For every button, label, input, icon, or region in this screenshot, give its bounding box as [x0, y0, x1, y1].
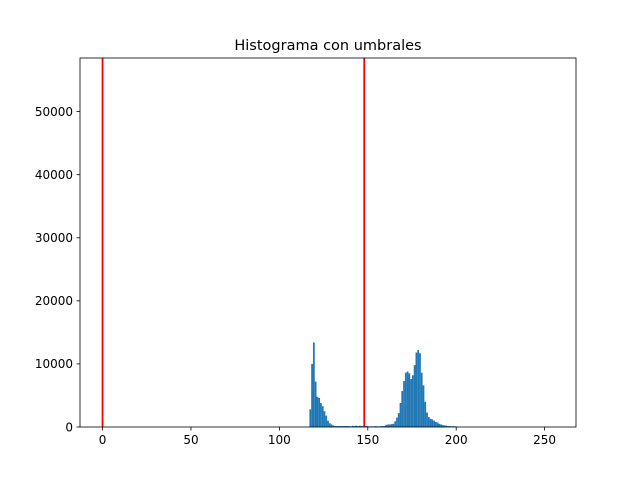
histogram-bar: [443, 425, 446, 427]
histogram-bar: [447, 426, 450, 427]
histogram-bar: [328, 423, 331, 427]
histogram-bar: [452, 426, 455, 427]
chart-title: Histograma con umbrales: [234, 38, 421, 54]
histogram-bar: [348, 426, 351, 427]
x-tick-label: 0: [99, 433, 107, 447]
histogram-bar: [404, 372, 407, 427]
histogram-bar: [417, 350, 420, 427]
histogram-bar: [390, 424, 393, 427]
histogram-bar: [401, 391, 404, 427]
x-tick-label: 50: [183, 433, 198, 447]
x-tick-label: 200: [445, 433, 468, 447]
histogram-bar: [394, 421, 397, 427]
histogram-bar: [314, 381, 317, 427]
histogram-bar: [426, 412, 428, 427]
histogram-bar: [357, 426, 359, 427]
histogram-bar: [341, 426, 344, 427]
histogram-bar: [353, 426, 356, 427]
histogram-bar: [410, 379, 412, 427]
histogram-bar: [327, 420, 329, 427]
histogram-bar: [429, 418, 432, 427]
histogram-bar: [323, 411, 326, 427]
histogram-bar: [318, 397, 321, 427]
histogram-bar: [420, 372, 423, 427]
histogram-bar: [335, 426, 338, 427]
histogram-bar: [434, 421, 437, 427]
y-tick-label: 40000: [35, 168, 73, 182]
histogram-bar: [397, 413, 400, 427]
y-tick-label: 50000: [35, 105, 73, 119]
histogram-bar: [355, 425, 358, 427]
histogram-bar: [380, 426, 382, 427]
histogram-bar: [344, 426, 347, 427]
histogram-bar: [396, 417, 398, 427]
histogram-bar: [351, 425, 354, 427]
histogram-bar: [442, 425, 444, 427]
histogram-bar: [374, 426, 377, 427]
histogram-bar: [408, 373, 411, 427]
histogram-bar: [343, 426, 345, 427]
histogram-bar: [339, 426, 342, 427]
y-tick-label: 10000: [35, 357, 73, 371]
histogram-bar: [366, 426, 368, 427]
histogram-bar: [449, 426, 451, 427]
histogram-bar: [436, 422, 439, 427]
histogram-bar: [316, 396, 319, 427]
axes-frame: [79, 57, 577, 428]
x-tick-label: 150: [356, 433, 379, 447]
histogram-bar: [312, 342, 315, 427]
histogram-bar: [332, 425, 335, 427]
histogram-bar: [406, 371, 409, 427]
histogram-bar: [309, 409, 312, 427]
histogram-bar: [433, 420, 435, 427]
histogram-bar: [440, 424, 443, 427]
histogram-bar: [419, 353, 421, 427]
histogram-bar: [424, 401, 427, 427]
histogram-bar: [422, 385, 425, 427]
histogram-bar: [445, 425, 448, 427]
histogram-bar: [415, 352, 418, 427]
y-tick-label: 0: [65, 420, 73, 434]
histogram-bar: [321, 406, 324, 427]
histogram-bar: [334, 426, 336, 427]
histogram-bar: [383, 426, 386, 427]
y-tick-label: 30000: [35, 231, 73, 245]
histogram-bar: [438, 423, 441, 427]
histogram-bar: [381, 426, 384, 427]
histogram-bar: [399, 403, 402, 427]
histogram-bar: [389, 424, 391, 427]
histogram-bar: [385, 424, 388, 427]
histogram-bar: [431, 419, 434, 427]
x-axis: 0 50 100 150 200 250: [99, 427, 556, 447]
histogram-bar: [360, 426, 363, 427]
histogram-bar: [358, 425, 361, 427]
x-tick-label: 100: [268, 433, 291, 447]
histogram-bar: [330, 424, 333, 427]
histogram-bar: [411, 375, 414, 427]
histogram-bar: [403, 380, 405, 427]
histogram-bar: [337, 426, 340, 427]
plot-area: [101, 58, 458, 427]
histogram-bar: [427, 416, 430, 427]
histogram-bar: [392, 423, 395, 427]
histogram-bar: [320, 403, 322, 427]
histogram-bar: [325, 415, 328, 427]
histogram-bar: [346, 426, 349, 427]
y-axis: 0 10000 20000 30000 40000 50000: [35, 105, 80, 434]
x-tick-label: 250: [533, 433, 556, 447]
histogram-bar: [311, 363, 313, 427]
y-tick-label: 20000: [35, 294, 73, 308]
histogram-bar: [413, 365, 416, 427]
histogram-bar: [387, 424, 390, 427]
